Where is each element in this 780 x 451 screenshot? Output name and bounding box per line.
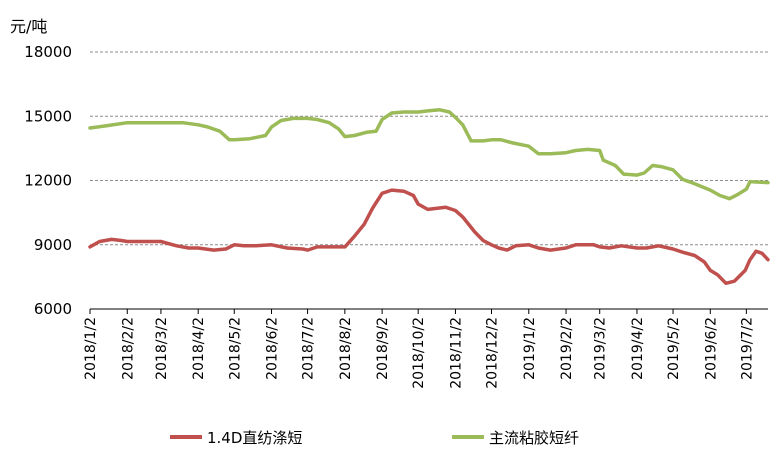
x-tick-label: 2018/7/2 [301, 317, 317, 380]
legend: 1.4D直纺涤短 主流粘胶短纤 [170, 429, 579, 447]
x-tick-label: 2019/7/2 [739, 317, 755, 380]
x-tick-label: 2018/2/2 [120, 317, 136, 380]
x-tick-label: 2019/2/2 [559, 317, 575, 380]
x-tick-label: 2018/3/2 [154, 317, 170, 380]
x-tick-label: 2019/5/2 [666, 317, 682, 380]
y-tick-label: 9000 [34, 236, 72, 254]
x-tick-label: 2018/8/2 [338, 317, 354, 380]
y-axis-unit-label: 元/吨 [10, 17, 47, 36]
series-lines [88, 108, 770, 286]
legend-label-1: 1.4D直纺涤短 [207, 429, 302, 447]
y-tick-label: 12000 [24, 172, 72, 190]
x-axis-tick-labels: 2018/1/2 2018/2/2 2018/3/2 2018/4/2 2018/5/2… [83, 309, 755, 389]
y-tick-label: 6000 [34, 300, 72, 318]
x-tick-label: 2018/6/2 [265, 317, 281, 380]
legend-label-2: 主流粘胶短纤 [489, 429, 579, 447]
x-tick-label: 2018/11/2 [448, 317, 464, 389]
x-tick-label: 2018/9/2 [375, 317, 391, 380]
x-tick-label: 2019/1/2 [522, 317, 538, 380]
x-tick-label: 2018/5/2 [227, 317, 243, 380]
x-tick-label: 2018/4/2 [191, 317, 207, 380]
x-tick-label: 2018/12/2 [485, 317, 501, 389]
x-tick-label: 2019/4/2 [630, 317, 646, 380]
x-tick-label: 2019/6/2 [703, 317, 719, 380]
y-axis-tick-labels: 6000 9000 12000 15000 18000 [24, 43, 72, 318]
y-tick-label: 18000 [24, 43, 72, 61]
y-tick-label: 15000 [24, 107, 72, 125]
series-line-1 [88, 188, 770, 286]
x-tick-label: 2019/3/2 [593, 317, 609, 380]
x-tick-label: 2018/1/2 [83, 317, 99, 380]
x-tick-label: 2018/10/2 [411, 317, 427, 389]
series-line-2 [88, 108, 770, 201]
gridlines [90, 51, 768, 310]
